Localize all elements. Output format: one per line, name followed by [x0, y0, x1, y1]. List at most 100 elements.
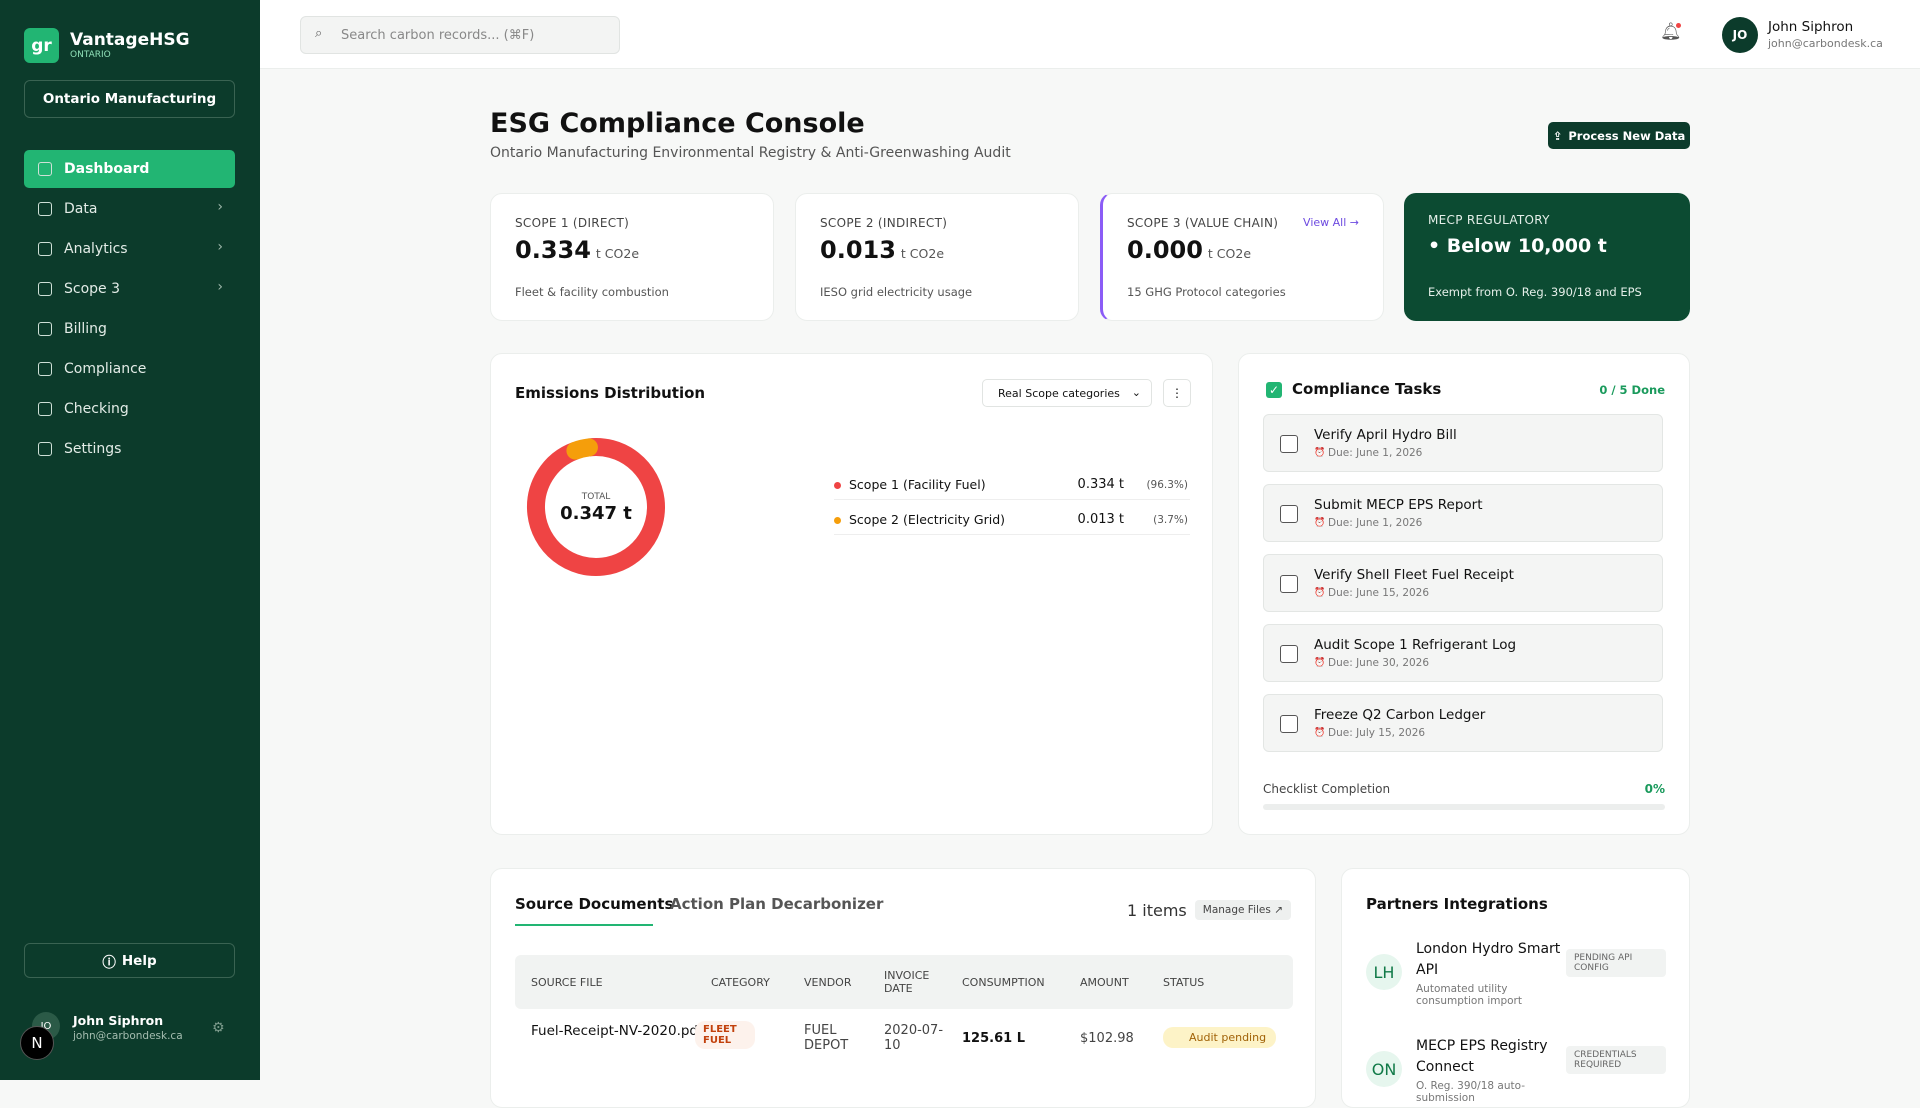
tasks-panel: ✓ Compliance Tasks 0 / 5 Done Checklist … — [1238, 353, 1690, 835]
partner-desc: Automated utility consumption import — [1416, 983, 1522, 1007]
kpi-number: 0.334 — [515, 236, 591, 264]
total-label: TOTAL — [581, 492, 611, 502]
brand: VantageHSG — [70, 30, 190, 50]
progress-label: Checklist Completion — [1263, 782, 1391, 796]
legend-share: (3.7%) — [1153, 514, 1188, 526]
task[interactable]: Freeze Q2 Carbon Ledger ⏰ Due: July 15, 20… — [1263, 694, 1663, 752]
checkbox[interactable] — [1280, 575, 1298, 593]
nav-item[interactable]: Settings — [24, 430, 235, 468]
help-label: Help — [121, 952, 157, 969]
nav-item[interactable]: Analytics › — [24, 230, 235, 268]
nav-item[interactable]: Scope 3 › — [24, 270, 235, 308]
cell: $102.98 — [1080, 1031, 1134, 1046]
donut-segment — [527, 437, 665, 576]
task-title: Freeze Q2 Carbon Ledger — [1314, 707, 1486, 723]
chevron: › — [217, 239, 223, 255]
kpi-label: SCOPE 3 (VALUE CHAIN) — [1127, 216, 1279, 230]
column-header: AMOUNT — [1080, 975, 1129, 989]
process-button[interactable]: ⇪ Process New Data — [1548, 122, 1690, 149]
kpi-card: SCOPE 3 (VALUE CHAIN) 0.000 t CO2e 15 GHG P… — [1100, 193, 1384, 321]
checkbox[interactable] — [1280, 435, 1298, 453]
partner-status: PENDING API CONFIG — [1566, 949, 1666, 977]
tab[interactable]: Source Documents — [515, 895, 674, 913]
nav-item[interactable]: Compliance — [24, 350, 235, 388]
task-due: Due: June 15, 2026 — [1328, 587, 1430, 599]
menu-button[interactable]: ⋮ — [1163, 379, 1191, 407]
task-due: Due: June 30, 2026 — [1328, 657, 1430, 669]
task-due: Due: June 1, 2026 — [1328, 447, 1423, 459]
table-header: SOURCE FILE CATEGORY VENDOR INVOICE DATE CON… — [515, 955, 1293, 1009]
nav-icon — [38, 242, 52, 256]
help-button[interactable]: ⓘ Help — [24, 943, 235, 978]
legend-dot — [834, 482, 841, 489]
checkbox[interactable] — [1280, 715, 1298, 733]
kpi-unit: t CO2e — [595, 246, 640, 261]
panel-title: Partners Integrations — [1366, 895, 1548, 913]
nav-item[interactable]: Dashboard — [24, 150, 235, 188]
nav-label: Settings — [64, 441, 122, 457]
select-label: Real Scope categories — [998, 386, 1120, 400]
task[interactable]: Verify April Hydro Bill ⏰ Due: June 1, 202… — [1263, 414, 1663, 472]
kpi-unit: t CO2e — [1207, 246, 1252, 261]
chevron: › — [217, 199, 223, 215]
panel-title: Compliance Tasks — [1292, 380, 1442, 398]
nav-label: Data — [64, 201, 98, 217]
column-header: CONSUMPTION — [962, 975, 1045, 989]
brand-sub: ONTARIO — [70, 50, 111, 60]
due-icon: ⏰ — [1314, 658, 1326, 668]
emissions-panel: Emissions Distribution Real Scope catego… — [490, 353, 1213, 835]
task-title: Submit MECP EPS Report — [1314, 497, 1483, 513]
partner-status: CREDENTIALS REQUIRED — [1566, 1046, 1666, 1074]
legend-value: 0.013 t — [1077, 512, 1124, 527]
page-subtitle: Ontario Manufacturing Environmental Regi… — [490, 145, 1011, 161]
nav-item[interactable]: Checking — [24, 390, 235, 428]
tab-underline — [515, 924, 653, 926]
mecp-label: MECP REGULATORY — [1428, 213, 1550, 227]
settings-icon[interactable]: ⚙ — [212, 1020, 225, 1036]
kpi-label: SCOPE 2 (INDIRECT) — [820, 216, 948, 230]
tasks-icon: ✓ — [1266, 382, 1282, 398]
kpi-value: 0.334 t CO2e — [515, 236, 639, 264]
avatar[interactable]: JO — [1722, 17, 1758, 53]
dev-badge[interactable]: N — [20, 1026, 54, 1060]
cell: 2020-07-10 — [884, 1023, 944, 1053]
category-select[interactable]: Real Scope categories ⌄ — [982, 379, 1152, 407]
search-placeholder: Search carbon records... (⌘F) — [341, 27, 535, 43]
legend-name: Scope 2 (Electricity Grid) — [849, 512, 1006, 527]
org-selector[interactable]: Ontario Manufacturing — [24, 80, 235, 118]
chevron: › — [217, 279, 223, 295]
mecp-value: • Below 10,000 t — [1428, 235, 1607, 257]
column-header: SOURCE FILE — [531, 975, 603, 989]
docs-meta: 1 items Manage Files ↗ — [1127, 900, 1291, 920]
kpi-number: 0.000 — [1127, 236, 1203, 264]
cell: FLEET FUEL — [695, 1021, 755, 1049]
kpi-value: 0.013 t CO2e — [820, 236, 944, 264]
task-title: Verify Shell Fleet Fuel Receipt — [1314, 567, 1514, 583]
tasks-count: 0 / 5 Done — [1599, 383, 1665, 397]
nav-item[interactable]: Data › — [24, 190, 235, 228]
task[interactable]: Verify Shell Fleet Fuel Receipt ⏰ Due: Jun… — [1263, 554, 1663, 612]
page-title: ESG Compliance Console — [490, 108, 865, 139]
table-body: Fuel-Receipt-NV-2020.pdf FLEET FUEL FUEL D… — [515, 1009, 1293, 1079]
nav-icon — [38, 442, 52, 456]
nav-item[interactable]: Billing — [24, 310, 235, 348]
task[interactable]: Submit MECP EPS Report ⏰ Due: June 1, 2026 — [1263, 484, 1663, 542]
checkbox[interactable] — [1280, 505, 1298, 523]
due-icon: ⏰ — [1314, 588, 1326, 598]
task[interactable]: Audit Scope 1 Refrigerant Log ⏰ Due: June … — [1263, 624, 1663, 682]
view-all[interactable]: View All → — [1303, 216, 1359, 229]
checkbox[interactable] — [1280, 645, 1298, 663]
search[interactable]: ⌕ Search carbon records... (⌘F) — [300, 16, 620, 54]
progress-track — [1263, 804, 1665, 810]
manage-files[interactable]: Manage Files ↗ — [1194, 900, 1291, 920]
tab[interactable]: Action Plan Decarbonizer — [670, 895, 884, 913]
due-icon: ⏰ — [1314, 448, 1326, 458]
progress-value: 0% — [1644, 782, 1665, 796]
total-value: 0.347 t — [560, 503, 632, 524]
kpi-value: 0.000 t CO2e — [1127, 236, 1251, 264]
donut — [527, 437, 665, 576]
column-header: CATEGORY — [711, 975, 770, 989]
user-email: john@carbondesk.ca — [73, 1030, 183, 1042]
due-icon: ⏰ — [1314, 728, 1326, 738]
